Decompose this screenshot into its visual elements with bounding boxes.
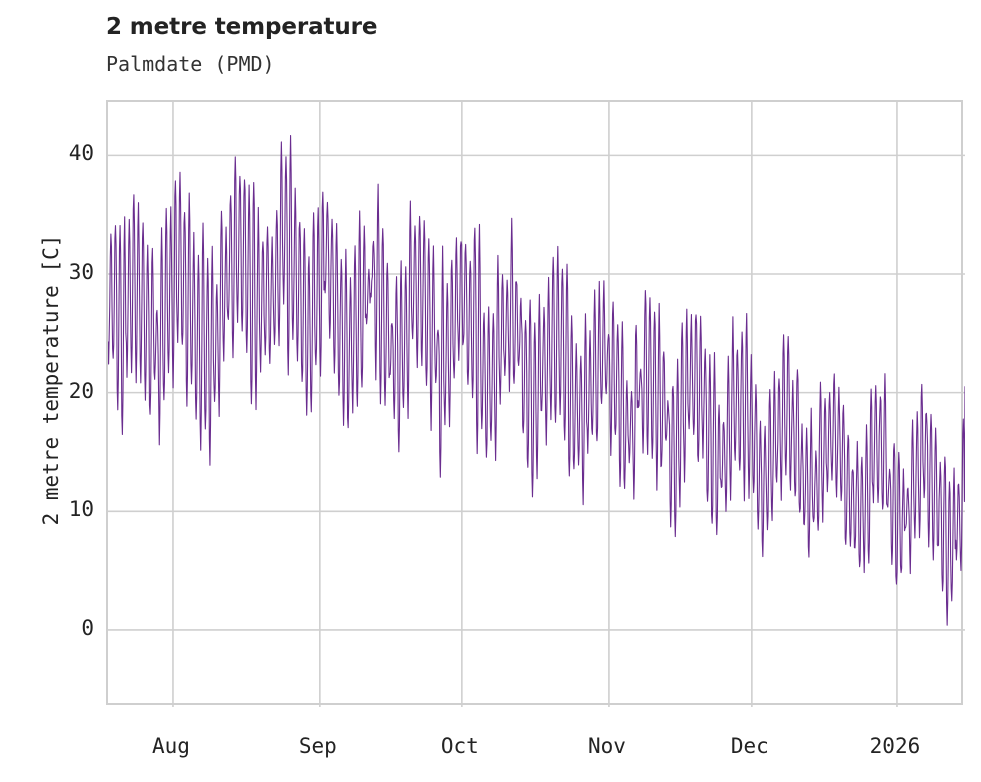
x-tick-label: Aug — [151, 734, 190, 758]
x-tick-label: 2026 — [869, 734, 921, 758]
plot-area — [106, 100, 965, 707]
y-tick-label: 20 — [68, 378, 94, 403]
x-tick-label: Sep — [298, 734, 337, 758]
chart-title: 2 metre temperature — [106, 14, 378, 40]
series-lines — [108, 135, 965, 625]
grid-lines — [108, 102, 965, 707]
temperature-line-chart — [108, 102, 965, 707]
y-tick-label: 10 — [68, 497, 94, 522]
y-tick-label: 0 — [81, 615, 94, 640]
x-tick-label: Dec — [730, 734, 769, 758]
chart-subtitle: Palmdate (PMD) — [106, 52, 275, 76]
y-axis-tick-labels: 0 10 20 30 40 — [0, 0, 94, 782]
temperature-series-line — [108, 135, 965, 625]
y-tick-label: 40 — [68, 141, 94, 166]
x-tick-label: Oct — [440, 734, 479, 758]
y-tick-label: 30 — [68, 260, 94, 284]
x-tick-label: Nov — [587, 734, 626, 758]
